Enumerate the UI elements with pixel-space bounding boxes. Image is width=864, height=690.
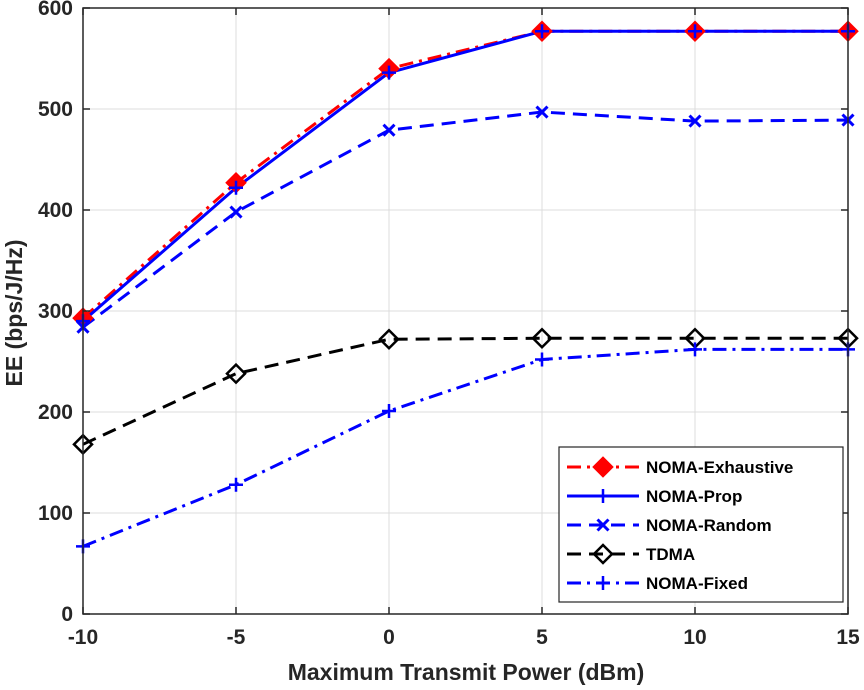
- marker-tdma: [531, 327, 553, 350]
- x-tick-label: -5: [227, 626, 246, 649]
- x-tick-label: -10: [68, 626, 98, 649]
- series-markers: [72, 20, 859, 554]
- y-tick-label: 400: [38, 199, 73, 222]
- axis-ticks: [82, 7, 849, 615]
- marker-noma-prop: [229, 180, 243, 195]
- legend-label-noma-prop: NOMA-Prop: [646, 487, 742, 506]
- legend-marker-tdma: [592, 543, 614, 565]
- series-line-noma-fixed: [82, 347, 848, 548]
- x-axis-title: Maximum Transmit Power (dBm): [288, 659, 645, 685]
- x-tick-label: 15: [836, 626, 860, 649]
- legend: NOMA-Exhaustive NOMA-Prop NOMA-Random TDMA N…: [558, 446, 844, 603]
- y-tick-label: 600: [38, 0, 73, 20]
- legend-marker-noma-fixed: [596, 576, 610, 590]
- y-tick-label: 0: [61, 603, 73, 626]
- marker-noma-random: [688, 114, 702, 128]
- y-tick-label: 100: [38, 502, 73, 525]
- marker-noma-random: [229, 205, 243, 219]
- marker-noma-random: [382, 123, 396, 137]
- series-lines: [82, 29, 849, 548]
- marker-noma-fixed: [535, 352, 549, 367]
- x-tick-label: 0: [383, 626, 395, 649]
- legend-label-tdma: TDMA: [646, 545, 695, 564]
- legend-marker-noma-exhaustive: [592, 456, 614, 478]
- marker-noma-fixed: [229, 477, 243, 492]
- marker-noma-prop: [382, 65, 396, 80]
- series-line-noma-random: [82, 110, 849, 329]
- legend-marker-noma-prop: [596, 489, 610, 503]
- y-tick-label: 300: [38, 300, 73, 323]
- y-tick-label: 200: [38, 401, 73, 424]
- marker-tdma: [225, 362, 247, 385]
- x-tick-label: 10: [683, 626, 706, 649]
- marker-noma-random: [535, 105, 549, 119]
- marker-tdma: [378, 328, 400, 351]
- legend-label-noma-fixed: NOMA-Fixed: [646, 574, 748, 593]
- marker-noma-fixed: [382, 403, 396, 418]
- legend-label-noma-exhaustive: NOMA-Exhaustive: [646, 458, 793, 477]
- marker-noma-prop: [535, 24, 549, 39]
- y-axis-title: EE (bps/J/Hz): [1, 240, 27, 387]
- marker-noma-fixed: [688, 342, 702, 357]
- legend-label-noma-random: NOMA-Random: [646, 516, 772, 535]
- series-line-tdma: [82, 336, 848, 446]
- marker-noma-prop: [688, 24, 702, 39]
- x-tick-labels: -10 -5 0 5 10 15: [68, 626, 860, 649]
- x-tick-label: 5: [536, 626, 548, 649]
- y-tick-label: 500: [38, 98, 73, 121]
- series-line-noma-prop: [82, 29, 848, 323]
- y-tick-labels: 0 100 200 300 400 500 600: [38, 0, 73, 626]
- legend-marker-noma-random: [596, 518, 610, 532]
